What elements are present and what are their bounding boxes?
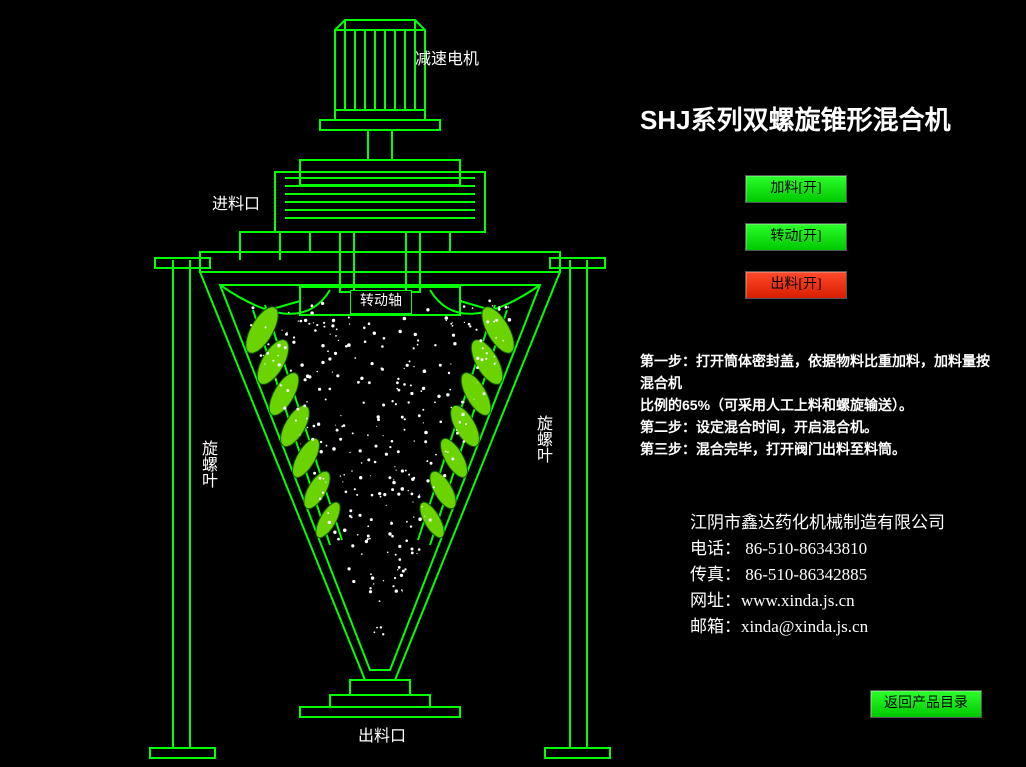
instructions: 第一步：打开筒体密封盖，依据物料比重加料，加料量按混合机 比例的65%（可采用人…: [640, 350, 1000, 460]
page-title: SHJ系列双螺旋锥形混合机: [640, 100, 951, 137]
step-3: 第三步：混合完毕，打开阀门出料至料筒。: [640, 438, 1000, 460]
mixer-diagram: [0, 0, 620, 767]
label-screw-left: 旋螺叶: [195, 440, 219, 488]
contact-mail-label: 邮箱：: [690, 617, 741, 636]
label-screw-right: 旋螺叶: [530, 415, 554, 463]
contact-tel-label: 电话：: [690, 539, 741, 558]
label-shaft: 转动轴: [350, 290, 412, 314]
contact-tel: 86-510-86343810: [745, 539, 867, 558]
output-button[interactable]: 出料[开]: [745, 271, 847, 299]
step-1b: 比例的65%（可采用人工上料和螺旋输送）。: [640, 394, 1000, 416]
contact-company: 江阴市鑫达药化机械制造有限公司: [690, 510, 945, 536]
feed-button[interactable]: 加料[开]: [745, 175, 847, 203]
back-button[interactable]: 返回产品目录: [870, 690, 982, 718]
step-1a: 第一步：打开筒体密封盖，依据物料比重加料，加料量按混合机: [640, 350, 1000, 394]
rotate-button[interactable]: 转动[开]: [745, 223, 847, 251]
contact-web-label: 网址：: [690, 591, 741, 610]
contact-fax-label: 传真：: [690, 565, 741, 584]
label-outlet: 出料口: [358, 722, 406, 746]
contact-mail: xinda@xinda.js.cn: [741, 617, 868, 636]
contact-block: 江阴市鑫达药化机械制造有限公司 电话： 86-510-86343810 传真： …: [690, 510, 945, 640]
contact-fax: 86-510-86342885: [745, 565, 867, 584]
label-motor: 减速电机: [415, 45, 479, 69]
label-inlet: 进料口: [212, 190, 260, 214]
step-2: 第二步：设定混合时间，开启混合机。: [640, 416, 1000, 438]
contact-web: www.xinda.js.cn: [741, 591, 855, 610]
